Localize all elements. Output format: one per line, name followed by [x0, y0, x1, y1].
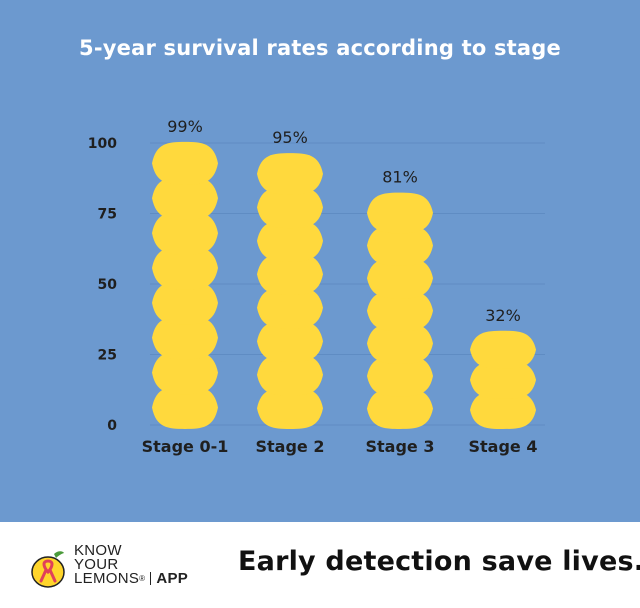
lemon-segment [470, 390, 536, 429]
category-label: Stage 0-1 [142, 437, 229, 456]
category-label: Stage 4 [469, 437, 538, 456]
category-label: Stage 2 [256, 437, 325, 456]
category-label: Stage 3 [366, 437, 435, 456]
lemon-segment [257, 320, 323, 363]
bar [257, 153, 323, 429]
brand-app-label: APP [156, 570, 189, 587]
value-label: 99% [167, 117, 203, 136]
bar-chart: 0 25 50 75 100 99% 95% 81% 32% Stage 0-1 Stage 2… [88, 117, 545, 456]
registered-mark: ® [139, 574, 146, 583]
lemon-segment [257, 387, 323, 429]
lemon-segment [367, 323, 433, 364]
value-labels: 99% 95% 81% 32% [167, 117, 521, 325]
lemon-segment [152, 351, 218, 395]
chart-title: 5-year survival rates according to stage [79, 36, 561, 60]
lemon-segment [152, 316, 218, 360]
tagline: Early detection save lives. [238, 546, 640, 577]
y-tick-label: 50 [98, 277, 118, 293]
y-tick-label: 25 [98, 348, 117, 364]
lemon-segment [257, 354, 323, 396]
lemon-segment [367, 225, 433, 266]
brand-separator [150, 572, 152, 585]
brand-line-know: KNOW [74, 542, 122, 559]
lemon-segment [367, 355, 433, 397]
bars [152, 141, 536, 429]
brand-logo-block: KNOW YOUR LEMONS® APP [30, 542, 210, 598]
value-label: 32% [485, 306, 521, 325]
lemon-segment [152, 211, 218, 255]
value-label: 81% [382, 168, 418, 187]
brand-line-lemons: LEMONS [74, 570, 140, 587]
lemon-segment [367, 192, 433, 234]
lemon-segment [152, 281, 218, 325]
lemon-segment [470, 360, 536, 399]
bar [367, 192, 433, 429]
lemon-segment [257, 253, 323, 296]
chart-panel: 5-year survival rates according to stage… [0, 0, 640, 522]
y-axis-ticks: 0 25 50 75 100 [88, 136, 117, 434]
lemon-segment [257, 287, 323, 329]
grid-lines [150, 142, 545, 426]
lemon-ribbon-icon [31, 551, 65, 588]
bar [470, 330, 536, 429]
x-axis-labels: Stage 0-1 Stage 2 Stage 3 Stage 4 [142, 437, 538, 456]
lemon-segment [152, 386, 218, 429]
lemon-segment [152, 141, 218, 185]
y-tick-label: 100 [88, 136, 117, 152]
lemon-segment [257, 186, 323, 229]
value-label: 95% [272, 128, 308, 147]
lemon-segment [470, 330, 536, 369]
lemon-segment [367, 388, 433, 429]
y-tick-label: 75 [98, 207, 117, 223]
footer: KNOW YOUR LEMONS® APP Early detection sav… [0, 522, 640, 608]
brand-line-your: YOUR [74, 556, 119, 573]
y-tick-label: 0 [107, 418, 117, 434]
brand-wordmark: KNOW YOUR LEMONS® APP [74, 542, 189, 587]
lemon-segment [152, 176, 218, 220]
lemon-segment [367, 257, 433, 299]
lemon-segment [257, 153, 323, 195]
lemon-segment [367, 290, 433, 332]
bar [152, 141, 218, 429]
lemon-segment [152, 246, 218, 290]
lemon-segment [257, 220, 323, 262]
